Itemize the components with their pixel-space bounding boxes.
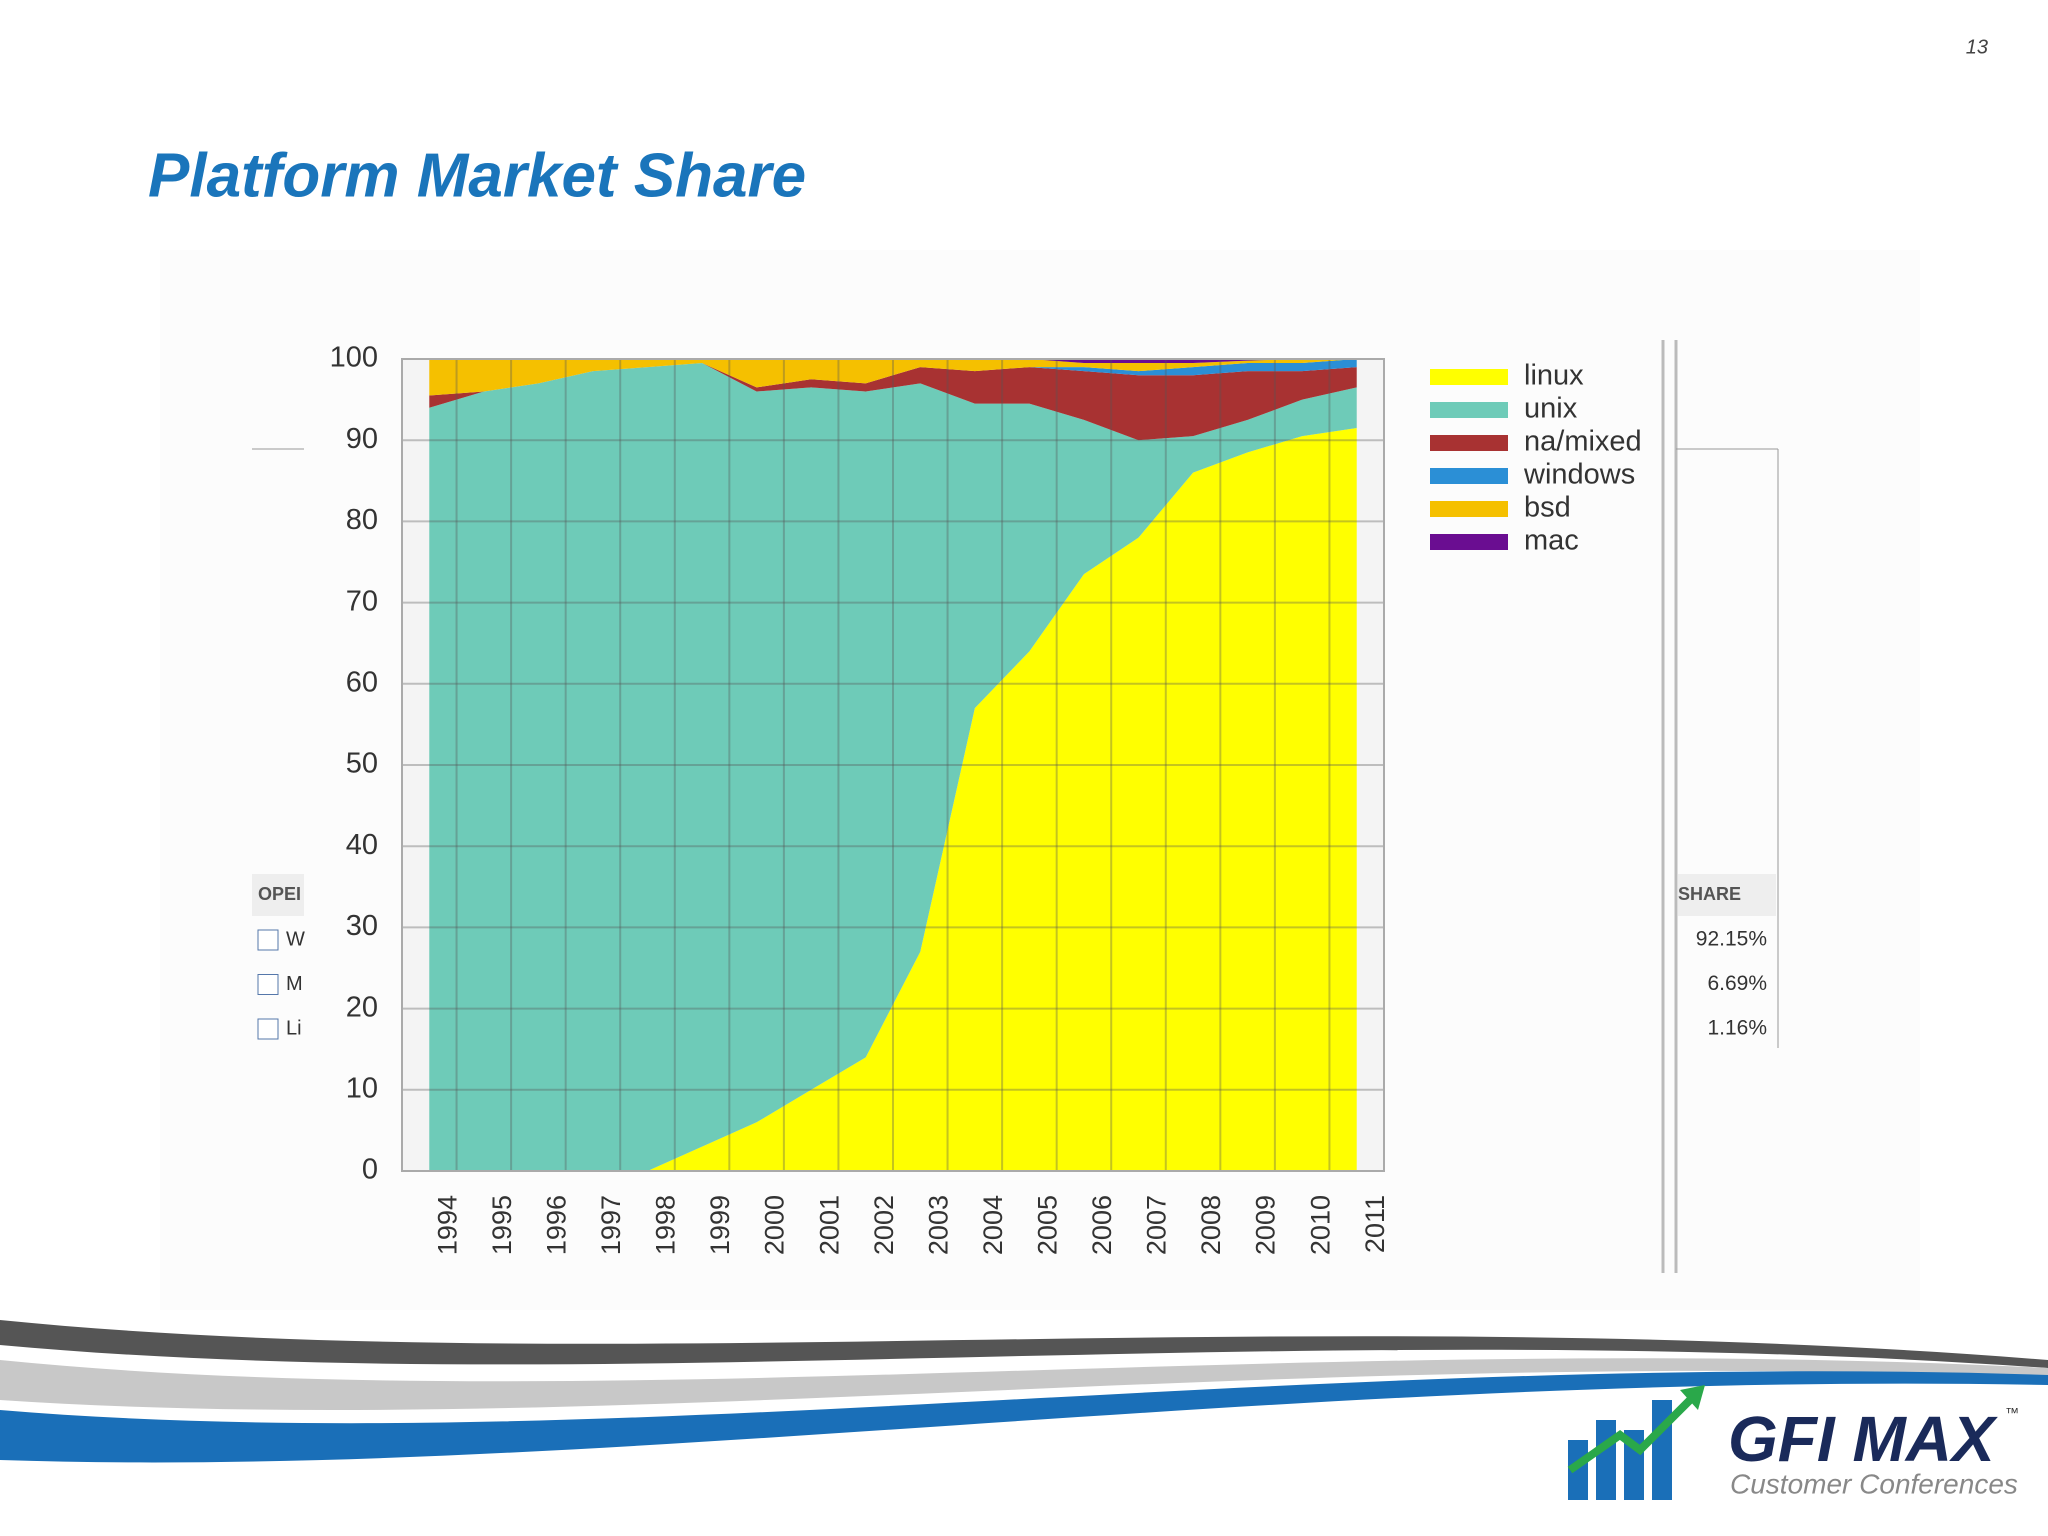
legend-label: linux [1524,360,1584,392]
legend-swatch [1430,501,1508,517]
y-tick-label: 70 [346,585,378,617]
table-row-label: M [286,973,303,995]
area [429,363,1357,1171]
y-tick-label: 60 [346,666,378,698]
x-tick-label: 1995 [487,1195,517,1255]
x-tick-label: 1994 [432,1195,462,1255]
x-tick-label: 2001 [814,1195,844,1255]
y-tick-label: 40 [346,829,378,861]
x-tick-label: 2011 [1360,1195,1390,1253]
x-tick-label: 1996 [542,1195,572,1255]
x-tick-label: 2002 [869,1195,899,1255]
legend-swatch [1430,534,1508,550]
logo-name: GFI MAX [1728,1403,1998,1475]
swoosh [0,1320,2048,1368]
x-tick-label: 1999 [705,1195,735,1255]
area [429,428,1357,1171]
checkbox [257,1018,279,1040]
x-tick-label: 2006 [1087,1195,1117,1255]
legend-swatch [1430,468,1508,484]
table-row-label: Li [286,1017,302,1039]
legend-swatch [1430,402,1508,418]
header-cell [252,874,304,916]
y-tick-label: 100 [330,342,378,374]
x-tick-label: 2004 [978,1195,1008,1255]
y-tick-label: 30 [346,910,378,942]
logo-tm: ™ [2005,1405,2019,1421]
share-value: 92.15% [1696,928,1767,951]
swoosh [0,1371,2048,1463]
area [429,363,1357,441]
legend-swatch [1430,435,1508,451]
logo-tagline: Customer Conferences [1730,1468,2018,1499]
table-row-label: W [286,928,305,950]
header-cell [1678,874,1776,916]
y-tick-label: 20 [346,991,378,1023]
x-tick-label: 2007 [1142,1195,1172,1255]
checkbox [257,929,279,951]
area [429,359,1357,364]
legend-label: bsd [1524,492,1571,524]
y-tick-label: 50 [346,748,378,780]
x-tick-label: 2009 [1251,1195,1281,1255]
plot-border [401,358,1385,1172]
x-tick-label: 1997 [596,1195,626,1255]
legend-label: mac [1524,525,1579,557]
y-tick-label: 80 [346,504,378,536]
logo-bars [1567,1385,1705,1500]
x-tick-label: 2008 [1196,1195,1226,1255]
x-tick-label: 1998 [651,1195,681,1255]
y-tick-label: 0 [362,1154,378,1186]
area [429,359,1357,396]
legend-label: na/mixed [1524,426,1642,458]
swoosh [0,1358,2048,1411]
x-tick-label: 2005 [1033,1195,1063,1255]
x-tick-label: 2010 [1305,1195,1335,1255]
share-value: 6.69% [1707,972,1767,995]
y-tick-label: 10 [346,1072,378,1104]
table-header: SHARE [1678,884,1741,904]
legend-swatch [1430,369,1508,385]
checkbox [257,974,279,995]
legend-label: unix [1524,393,1578,425]
y-tick-label: 90 [346,423,378,455]
table-header: OPEI [258,884,301,904]
x-tick-label: 2003 [923,1195,953,1255]
x-tick-label: 2000 [760,1195,790,1255]
share-value: 1.16% [1707,1017,1767,1040]
legend-label: windows [1523,459,1635,491]
page-number: 13 [1966,36,1988,58]
slide-title: Platform Market Share [148,141,806,210]
